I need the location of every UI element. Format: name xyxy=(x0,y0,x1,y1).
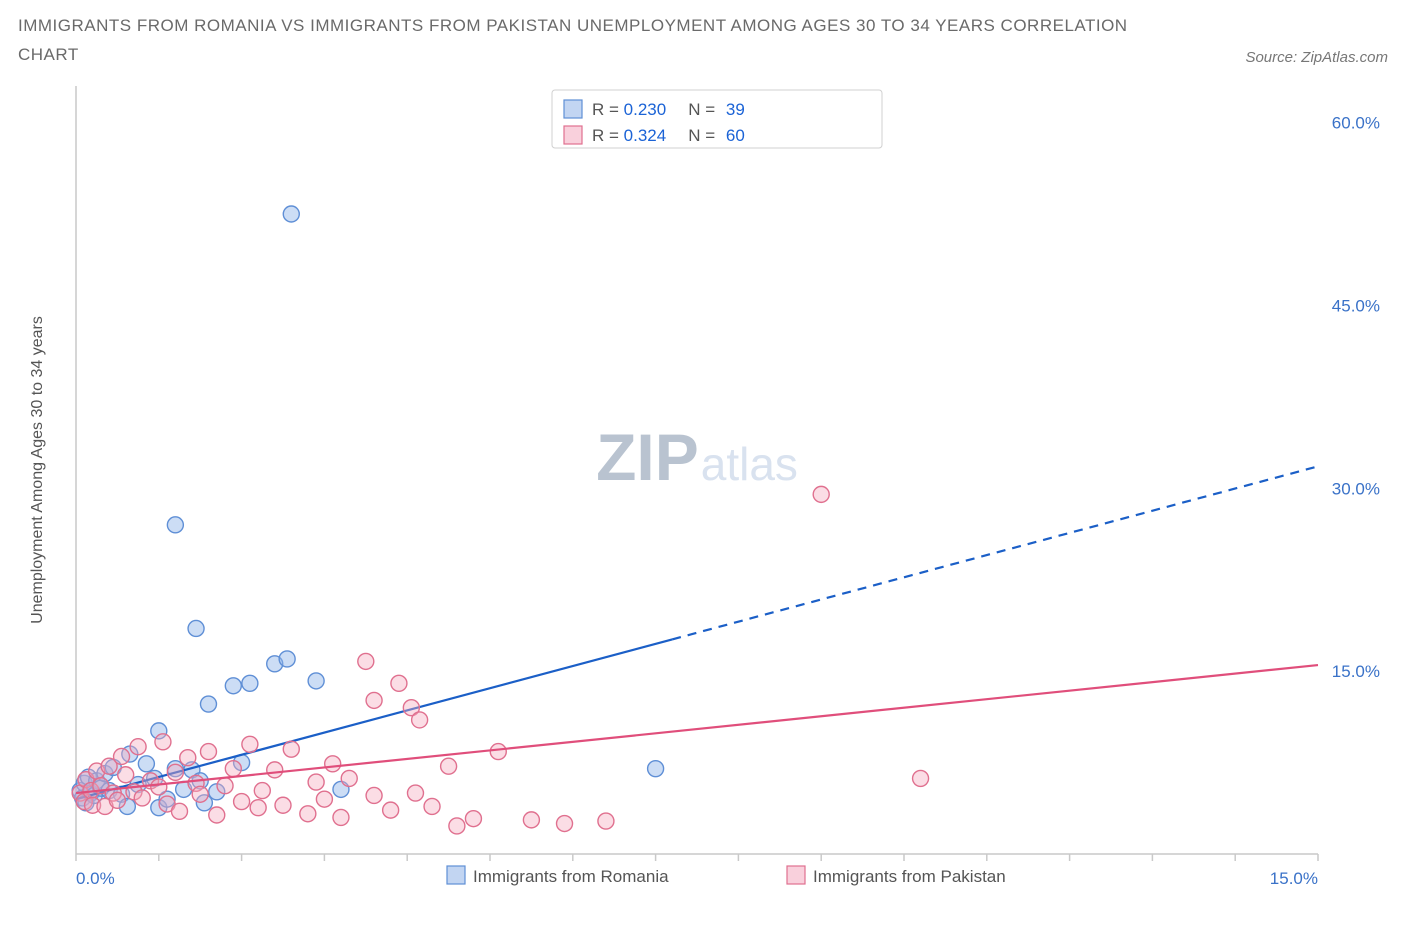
point-romania xyxy=(225,678,241,694)
point-pakistan xyxy=(217,778,233,794)
watermark: ZIPatlas xyxy=(596,420,798,494)
trendline-romania-extrap xyxy=(672,466,1318,639)
point-pakistan xyxy=(192,786,208,802)
point-pakistan xyxy=(813,486,829,502)
trendline-pakistan xyxy=(76,665,1318,793)
y-axis-title: Unemployment Among Ages 30 to 34 years xyxy=(29,316,46,624)
point-pakistan xyxy=(333,809,349,825)
y-tick-label: 60.0% xyxy=(1332,113,1380,132)
point-pakistan xyxy=(424,798,440,814)
point-pakistan xyxy=(366,692,382,708)
point-romania xyxy=(138,756,154,772)
point-pakistan xyxy=(172,803,188,819)
y-tick-label: 15.0% xyxy=(1332,662,1380,681)
point-pakistan xyxy=(358,653,374,669)
point-pakistan xyxy=(341,770,357,786)
y-tick-label: 45.0% xyxy=(1332,296,1380,315)
point-pakistan xyxy=(234,793,250,809)
point-romania xyxy=(283,206,299,222)
point-romania xyxy=(648,760,664,776)
point-pakistan xyxy=(225,760,241,776)
point-pakistan xyxy=(308,774,324,790)
point-pakistan xyxy=(598,813,614,829)
point-pakistan xyxy=(275,797,291,813)
point-romania xyxy=(200,696,216,712)
point-pakistan xyxy=(242,736,258,752)
point-romania xyxy=(279,651,295,667)
legend-label-romania: Immigrants from Romania xyxy=(473,867,669,886)
chart-svg: 0.0% 15.0% 15.0% 30.0% 45.0% 60.0% Unemploymen… xyxy=(18,76,1388,896)
point-pakistan xyxy=(155,734,171,750)
point-pakistan xyxy=(114,748,130,764)
legend-swatch-pakistan xyxy=(787,866,805,884)
point-pakistan xyxy=(267,762,283,778)
point-pakistan xyxy=(151,779,167,795)
point-pakistan xyxy=(118,767,134,783)
point-pakistan xyxy=(254,782,270,798)
correlation-chart: 0.0% 15.0% 15.0% 30.0% 45.0% 60.0% Unemploymen… xyxy=(18,76,1388,896)
point-pakistan xyxy=(180,749,196,765)
point-pakistan xyxy=(913,770,929,786)
point-pakistan xyxy=(250,799,266,815)
point-pakistan xyxy=(366,787,382,803)
point-pakistan xyxy=(383,802,399,818)
x-tick-label: 15.0% xyxy=(1270,869,1318,888)
source-label: Source: ZipAtlas.com xyxy=(1245,49,1388,70)
legend-label-pakistan: Immigrants from Pakistan xyxy=(813,867,1006,886)
point-pakistan xyxy=(134,790,150,806)
x-tick-label: 0.0% xyxy=(76,869,115,888)
point-pakistan xyxy=(283,741,299,757)
chart-title: IMMIGRANTS FROM ROMANIA VS IMMIGRANTS FR… xyxy=(18,12,1138,70)
point-pakistan xyxy=(130,739,146,755)
point-romania xyxy=(308,673,324,689)
point-pakistan xyxy=(316,791,332,807)
point-pakistan xyxy=(325,756,341,772)
point-pakistan xyxy=(300,806,316,822)
point-pakistan xyxy=(167,764,183,780)
point-pakistan xyxy=(391,675,407,691)
point-romania xyxy=(242,675,258,691)
point-pakistan xyxy=(209,807,225,823)
point-pakistan xyxy=(407,785,423,801)
stats-swatch-pakistan xyxy=(564,126,582,144)
point-pakistan xyxy=(412,712,428,728)
point-pakistan xyxy=(449,818,465,834)
point-romania xyxy=(167,517,183,533)
point-pakistan xyxy=(490,743,506,759)
point-romania xyxy=(188,620,204,636)
point-pakistan xyxy=(441,758,457,774)
point-pakistan xyxy=(200,743,216,759)
y-tick-label: 30.0% xyxy=(1332,479,1380,498)
legend-swatch-romania xyxy=(447,866,465,884)
stats-swatch-romania xyxy=(564,100,582,118)
point-pakistan xyxy=(465,810,481,826)
point-pakistan xyxy=(523,812,539,828)
point-pakistan xyxy=(109,792,125,808)
point-pakistan xyxy=(557,815,573,831)
